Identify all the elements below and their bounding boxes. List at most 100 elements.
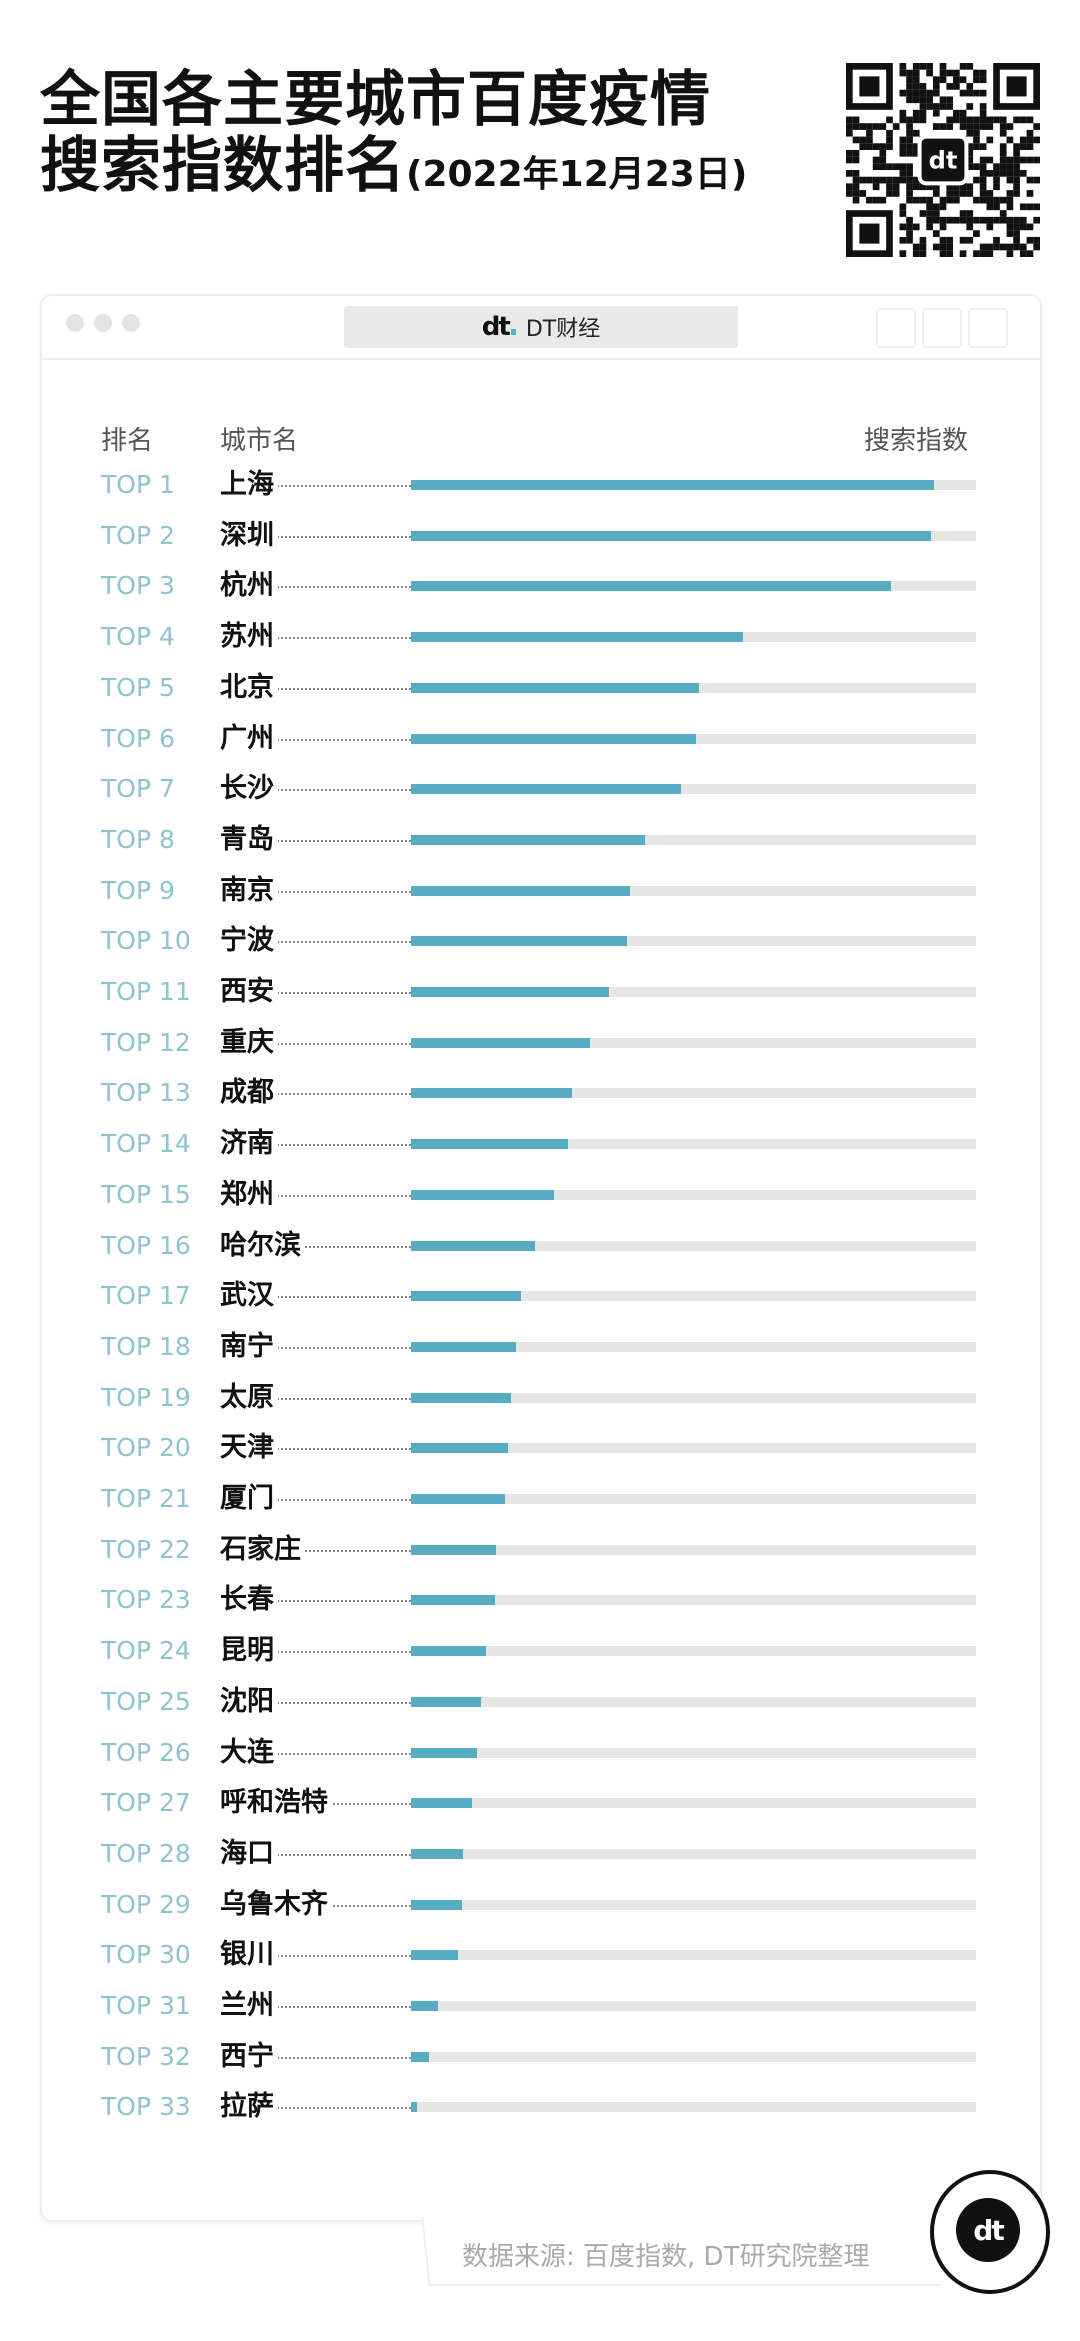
bar <box>411 1189 554 1200</box>
bar <box>411 1747 477 1758</box>
table-row: TOP 33 拉萨 <box>0 2087 1080 2128</box>
rank-label: TOP 2 <box>101 520 175 550</box>
rank-label: TOP 7 <box>101 774 175 804</box>
bar-track <box>411 936 976 947</box>
city-label: 西宁 <box>220 2036 278 2077</box>
svg-text:dt: dt <box>929 147 958 175</box>
address-bar[interactable]: dt DT财经 <box>344 306 738 348</box>
close-icon[interactable] <box>66 314 84 332</box>
copy-icon[interactable] <box>968 308 1008 348</box>
bar-track <box>411 1899 976 1910</box>
bar <box>411 1139 568 1150</box>
bar <box>411 1544 496 1555</box>
dt-logo-icon: dt <box>956 2198 1020 2262</box>
leader-line <box>220 2006 411 2008</box>
page-title-line1: 全国各主要城市百度疫情 <box>40 65 711 135</box>
city-label: 沈阳 <box>220 1681 278 1722</box>
bar <box>411 834 645 845</box>
city-label: 海口 <box>220 1833 278 1874</box>
table-row: TOP 4 苏州 <box>0 617 1080 658</box>
dt-badge-logo: dt <box>930 2170 1050 2294</box>
city-label: 呼和浩特 <box>220 1783 332 1824</box>
rank-label: TOP 26 <box>101 1737 191 1767</box>
bar-track <box>411 1392 976 1403</box>
bar <box>411 1088 573 1099</box>
leader-line <box>220 1853 411 1856</box>
table-row: TOP 5 北京 <box>0 667 1080 708</box>
leader-line <box>220 2107 411 2110</box>
table-row: TOP 26 大连 <box>0 1732 1080 1773</box>
leader-line <box>220 1651 411 1654</box>
bar-track <box>411 1494 976 1504</box>
rank-label: TOP 11 <box>101 977 191 1006</box>
city-label: 太原 <box>220 1377 278 1418</box>
table-row: TOP 22 石家庄 <box>0 1529 1080 1570</box>
leader-line <box>220 535 411 538</box>
table-row: TOP 9 南京 <box>0 870 1080 911</box>
table-row: TOP 29 乌鲁木齐 <box>0 1884 1080 1925</box>
city-label: 上海 <box>220 465 278 505</box>
table-row: TOP 13 成都 <box>0 1073 1080 1114</box>
city-label: 长沙 <box>220 769 278 810</box>
table-row: TOP 1 上海 <box>0 465 1080 505</box>
bar <box>411 987 610 997</box>
bar <box>411 1798 473 1809</box>
bar-track <box>411 530 976 541</box>
table-row: TOP 17 武汉 <box>0 1276 1080 1317</box>
rank-label: TOP 1 <box>101 470 175 499</box>
leader-line <box>220 941 411 944</box>
record-icon[interactable] <box>876 308 916 348</box>
share-icon[interactable] <box>922 308 962 348</box>
rank-label: TOP 29 <box>101 1889 191 1919</box>
leader-line <box>220 1346 411 1349</box>
bar <box>411 784 682 795</box>
bar <box>411 2001 438 2011</box>
rank-label: TOP 19 <box>101 1382 191 1412</box>
header-value: 搜索指数 <box>864 426 969 456</box>
bar-track <box>411 1544 976 1555</box>
city-label: 苏州 <box>220 617 278 658</box>
bar <box>411 1443 509 1454</box>
bar <box>411 1646 486 1657</box>
rank-label: TOP 22 <box>101 1534 191 1564</box>
city-label: 大连 <box>220 1732 278 1773</box>
bar <box>411 1240 535 1251</box>
bar-track <box>411 1037 976 1048</box>
city-label: 重庆 <box>220 1022 278 1063</box>
bar <box>411 936 628 947</box>
bar-track <box>411 1950 976 1961</box>
bar-track <box>411 682 976 693</box>
leader-line <box>220 1955 411 1958</box>
leader-line <box>220 1701 411 1704</box>
city-label: 深圳 <box>220 515 278 556</box>
bar <box>411 480 935 490</box>
source-note: 数据来源: 百度指数, DT研究院整理 <box>462 2242 870 2272</box>
rank-label: TOP 17 <box>101 1281 191 1311</box>
city-label: 长春 <box>220 1580 278 1621</box>
bar-track <box>411 1696 976 1707</box>
qr-code-icon: dt <box>846 63 1040 257</box>
bar <box>411 885 631 896</box>
leader-line <box>220 1549 411 1552</box>
rank-label: TOP 23 <box>101 1585 191 1615</box>
rank-label: TOP 24 <box>101 1636 191 1666</box>
rank-label: TOP 31 <box>101 1991 191 2020</box>
bar <box>411 581 892 592</box>
city-label: 广州 <box>220 718 278 759</box>
bar <box>411 632 744 643</box>
bar <box>411 1341 516 1352</box>
maximize-icon[interactable] <box>122 314 140 332</box>
city-label: 杭州 <box>220 566 278 607</box>
leader-line <box>220 687 411 690</box>
rank-label: TOP 10 <box>101 926 191 956</box>
bar <box>411 1392 511 1403</box>
rank-label: TOP 21 <box>101 1484 191 1513</box>
table-row: TOP 27 呼和浩特 <box>0 1783 1080 1824</box>
minimize-icon[interactable] <box>94 314 112 332</box>
title-main: 搜索指数排名 <box>40 131 406 201</box>
table-row: TOP 8 青岛 <box>0 819 1080 860</box>
rank-label: TOP 12 <box>101 1027 191 1057</box>
bar <box>411 1950 459 1961</box>
city-label: 北京 <box>220 667 278 708</box>
bar-track <box>411 1291 976 1302</box>
